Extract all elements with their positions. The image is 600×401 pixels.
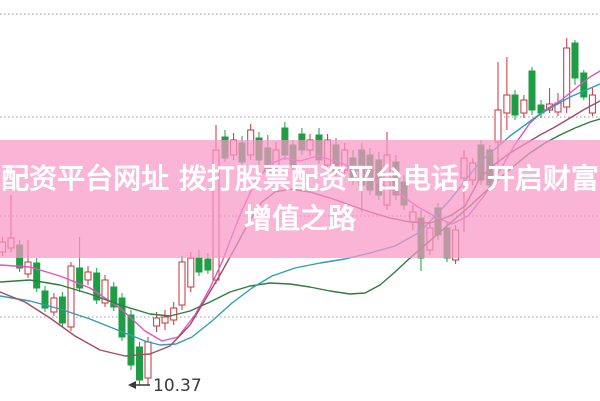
promo-text-line2: 增值之路 — [243, 202, 356, 235]
promo-text-line1: 配资平台网址 拨打股票配资平台电话，开启财富 — [1, 162, 599, 195]
price-low-label: 10.37 — [153, 376, 202, 396]
promo-banner[interactable]: 配资平台网址 拨打股票配资平台电话，开启财富 增值之路 — [0, 140, 600, 258]
price-low-annotation: 10.37 — [128, 376, 202, 396]
